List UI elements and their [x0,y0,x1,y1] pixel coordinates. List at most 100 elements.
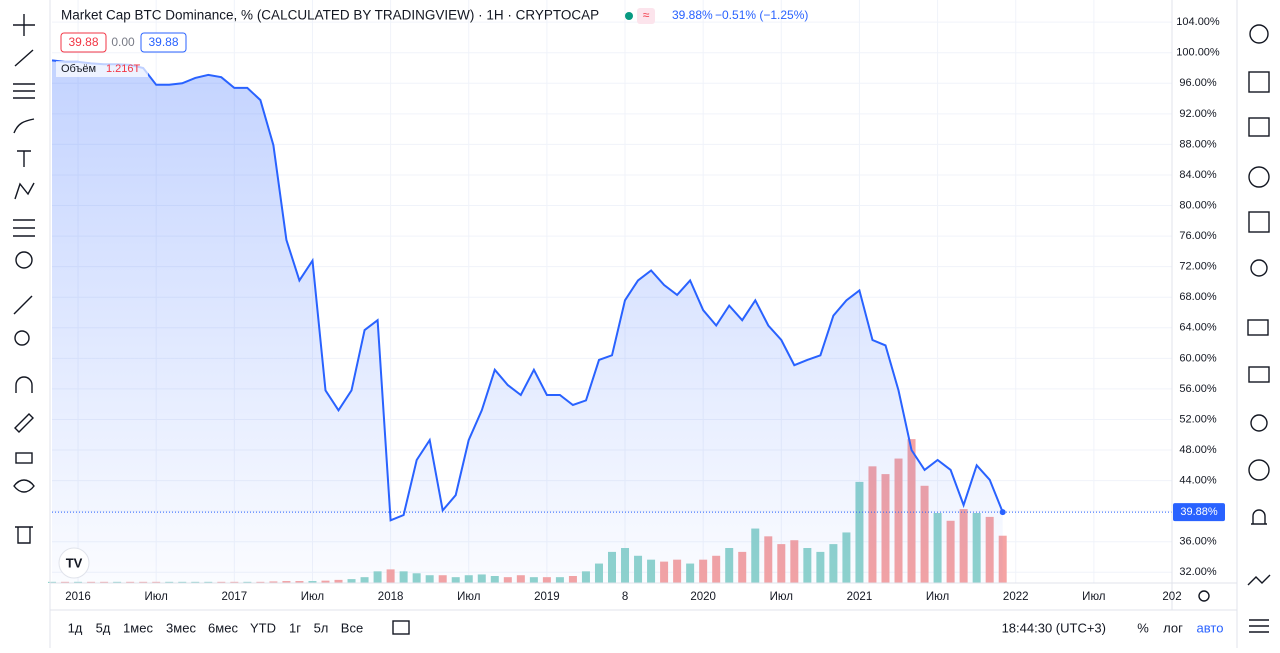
tool-icon[interactable] [1248,166,1270,188]
tool-icon[interactable] [14,413,34,433]
x-tick-label: 2018 [378,591,404,603]
x-tick-label: 202 [1162,591,1181,603]
date-range-icon[interactable] [392,620,410,635]
axes: 32.00%36.00%40.00%44.00%48.00%52.00%56.0… [65,16,1225,603]
scale-button[interactable]: авто [1197,620,1224,635]
y-tick-label: 88.00% [1179,138,1217,150]
ohlc-value: 0.00 [111,35,135,49]
status-dot [625,12,633,20]
tool-icon[interactable] [14,330,30,346]
timeframe-button[interactable]: YTD [250,620,276,635]
x-tick-label: Июл [145,591,168,603]
y-tick-label: 60.00% [1179,352,1217,364]
y-tick-label: 104.00% [1176,16,1220,28]
timeframe-button[interactable]: 5л [314,620,329,635]
y-tick-label: 76.00% [1179,230,1217,242]
tool-icon[interactable] [1248,117,1270,137]
x-tick-label: Июл [770,591,793,603]
x-tick-label: 2020 [690,591,716,603]
y-tick-label: 44.00% [1179,475,1217,487]
timeframe-button[interactable]: 5д [96,620,111,635]
y-tick-label: 68.00% [1179,291,1217,303]
timeframe-button[interactable]: 1г [289,620,301,635]
tool-icon[interactable] [15,452,33,464]
tool-icon[interactable] [15,251,33,269]
volume-legend-bg [56,61,148,77]
chart-title: Market Cap BTC Dominance, % (CALCULATED … [61,8,599,23]
ohlc-value: 39.88 [148,35,178,49]
y-tick-label: 64.00% [1179,322,1217,334]
x-tick-label: Июл [1082,591,1105,603]
plot [51,59,1172,583]
ohlc-box [140,32,187,53]
tool-icon[interactable] [1247,319,1269,336]
tool-icon[interactable] [17,150,31,167]
settings-icon[interactable] [1198,590,1210,602]
tool-icon[interactable] [13,295,33,315]
tool-icon[interactable] [1250,414,1268,432]
tool-icon[interactable] [1248,211,1270,233]
tool-icon[interactable] [14,49,34,67]
y-tick-label: 36.00% [1179,536,1217,548]
logo [58,547,90,579]
y-tick-label: 72.00% [1179,261,1217,273]
volume-legend-name: Объём [61,63,96,75]
y-tick-label: 52.00% [1179,413,1217,425]
x-tick-label: Июл [457,591,480,603]
timeframe-button[interactable]: 3мес [166,620,196,635]
y-tick-label: 84.00% [1179,169,1217,181]
y-tick-label: 48.00% [1179,444,1217,456]
change: −0.51% (−1.25%) [715,8,808,22]
x-tick-label: Июл [926,591,949,603]
tool-icon[interactable] [15,376,33,393]
clock: 18:44:30 (UTC+3) [1002,620,1106,635]
last-value: 39.88% [672,8,713,22]
tool-icon[interactable] [13,219,35,237]
x-tick-label: 2017 [222,591,248,603]
x-tick-label: 8 [622,591,628,603]
area [52,60,1003,583]
ohlc-box [60,32,107,53]
scale-button[interactable]: % [1137,620,1149,635]
tool-icon[interactable] [1249,619,1269,633]
tool-icon[interactable] [1247,574,1271,586]
right-toolbar [1247,24,1271,633]
line [51,59,1004,522]
x-tick-label: 2016 [65,591,91,603]
x-tick-label: 2021 [847,591,873,603]
tool-icon[interactable] [1249,24,1269,44]
bottom-toolbar: 1д 5д 1мес 3мес 6мес YTD 1г 5л Все 18:44:30 (UTC+… [68,620,1224,635]
x-tick-label: 2019 [534,591,560,603]
timeframe-button[interactable]: 6мес [208,620,238,635]
y-tick-label: 92.00% [1179,108,1217,120]
tool-icon[interactable] [13,14,35,36]
y-tick-label: 56.00% [1179,383,1217,395]
timeframe-button[interactable]: 1мес [123,620,153,635]
tool-icon[interactable] [13,83,35,99]
tool-icon[interactable] [1248,71,1270,93]
timeframe-button[interactable]: Все [341,620,363,635]
last-price-label: 39.88% [1180,506,1218,518]
tool-icon[interactable] [14,182,35,200]
volume-legend-value: 1.216T [106,63,141,75]
tool-icon[interactable] [13,479,35,493]
tool-icon[interactable] [1250,259,1268,277]
last-price-tag [1173,503,1225,522]
timeframe-button[interactable]: 1д [68,620,83,635]
y-tick-label: 32.00% [1179,566,1217,578]
x-tick-label: 2022 [1003,591,1029,603]
x-tick-label: Июл [301,591,324,603]
tool-icon[interactable] [1251,509,1267,525]
left-toolbar [13,14,35,544]
status-icon: ≈ [643,8,650,22]
tool-icon[interactable] [1248,459,1270,481]
y-tick-label: 80.00% [1179,199,1217,211]
tool-icon[interactable] [1248,366,1270,383]
tool-icon[interactable] [15,526,33,544]
scale-button[interactable]: лог [1163,620,1183,635]
y-tick-label: 100.00% [1176,47,1220,59]
status-badge [637,8,655,24]
tool-icon[interactable] [13,118,35,134]
logo-mark: TV [66,555,83,570]
